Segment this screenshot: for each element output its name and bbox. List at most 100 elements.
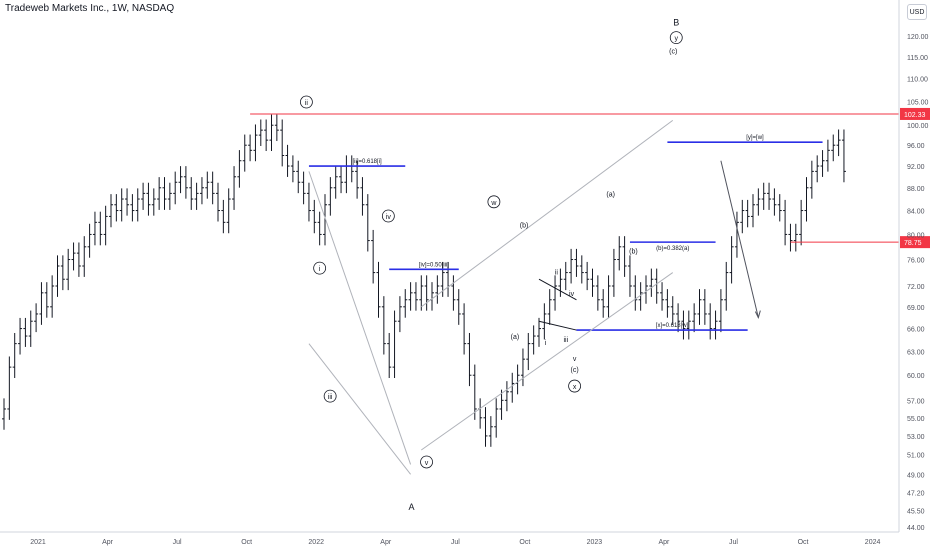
- y-tick-label: 92.00: [907, 164, 925, 171]
- y-tick-label: 76.00: [907, 258, 925, 265]
- ohlc-bar: [820, 150, 825, 177]
- wave-w-label: w: [490, 200, 497, 207]
- ohlc-bar: [226, 188, 231, 234]
- wave-w-circle: [487, 195, 501, 209]
- ohlc-bar: [381, 296, 386, 355]
- ohlc-bar: [579, 255, 584, 284]
- ohlc-bar: [98, 211, 103, 246]
- ohlc-bar: [483, 407, 488, 447]
- wave-b2-label: (b): [629, 249, 638, 256]
- ohlc-bar: [686, 310, 691, 340]
- ohlc-bar: [360, 177, 365, 216]
- x-tick-label: Apr: [102, 539, 114, 546]
- ohlc-bar: [537, 317, 541, 347]
- wave-siv-label: iv: [569, 291, 575, 298]
- ohlc-bar: [408, 282, 413, 311]
- x-tick-label: Jul: [451, 539, 460, 546]
- ohlc-bar: [189, 177, 194, 210]
- ohlc-bar: [467, 332, 472, 387]
- ohlc-bar: [825, 139, 830, 172]
- ohlc-bar: [585, 261, 590, 291]
- ohlc-bar: [28, 310, 33, 347]
- wave-sv-label: v: [573, 356, 577, 363]
- high-level-price-tag: [900, 107, 930, 120]
- ohlc-bar: [569, 248, 574, 284]
- ohlc-bar: [392, 310, 397, 379]
- ohlc-bar: [622, 236, 627, 277]
- ohlc-bar: [141, 182, 146, 210]
- wave-ii-circle: [299, 95, 313, 109]
- ohlc-bar: [606, 275, 611, 318]
- ohlc-bar: [162, 177, 167, 210]
- ohlc-bar: [697, 289, 702, 325]
- ohlc-bar: [221, 199, 226, 234]
- ohlc-bar: [831, 134, 836, 162]
- ohlc-bar: [135, 188, 140, 222]
- ohlc-bar: [520, 348, 525, 387]
- ohlc-bar: [146, 182, 151, 216]
- ohlc-bar: [681, 310, 686, 340]
- wave-iv-label: iv: [386, 214, 392, 221]
- ohlc-bar: [280, 119, 285, 167]
- x-tick-label: Oct: [798, 539, 809, 546]
- ohlc-bar: [424, 275, 429, 311]
- ohlc-bar: [365, 194, 370, 252]
- ohlc-bar: [114, 194, 119, 222]
- ohlc-bar: [692, 303, 697, 333]
- ohlc-bar: [167, 182, 172, 210]
- y-tick-label: 100.00: [907, 123, 929, 130]
- y-tick-label: 110.00: [907, 77, 928, 84]
- wave-iii-label: iii: [328, 394, 333, 401]
- mid-level-price-label: 78.75: [904, 240, 922, 247]
- high-level-price-label: 102.33: [904, 112, 926, 119]
- upper-channel-line: [421, 119, 674, 308]
- y-tick-label: 57.00: [907, 398, 925, 405]
- wave-B-label: B: [673, 18, 679, 28]
- ohlc-bar: [285, 144, 290, 177]
- ohlc-bar: [183, 166, 188, 199]
- ohlc-bar: [638, 282, 643, 311]
- ohlc-bar: [328, 177, 333, 216]
- wave-v-label: v: [425, 460, 429, 467]
- ohlc-bar: [494, 398, 499, 438]
- ohlc-bar: [12, 332, 17, 379]
- ohlc-bar: [413, 282, 418, 311]
- ohlc-bar: [665, 289, 670, 318]
- ohlc-bar: [462, 303, 467, 355]
- y-tick-label: 72.00: [907, 284, 925, 291]
- ohlc-bar: [488, 416, 493, 447]
- wave-x-label: x: [573, 384, 577, 391]
- projection-arrow-line: [720, 160, 759, 318]
- ohlc-bar: [403, 289, 408, 318]
- ohlc-bar: [232, 166, 237, 210]
- ohlc-bar: [734, 211, 739, 258]
- ohlc-bar: [397, 296, 402, 333]
- ohlc-bar: [767, 182, 772, 210]
- ohlc-bar: [751, 194, 755, 228]
- wave-iv-circle: [381, 209, 395, 223]
- y-tick-label: 66.00: [907, 327, 925, 334]
- wave-sii-label: ii: [555, 270, 559, 277]
- wave-b_sub-label: (b): [520, 222, 529, 229]
- x-tick-label: Apr: [658, 539, 670, 546]
- x-tick-label: Oct: [241, 539, 252, 546]
- ohlc-bar: [419, 275, 424, 311]
- y-tick-label: 44.00: [907, 525, 925, 532]
- x-tick-label: 2023: [587, 539, 603, 546]
- ohlc-bar: [809, 160, 814, 199]
- ohlc-bar: [761, 182, 766, 210]
- ohlc-bar: [34, 303, 39, 333]
- ohlc-bar: [660, 282, 665, 311]
- ohlc-bar: [815, 155, 820, 183]
- ohlc-bar: [7, 356, 12, 420]
- currency-button[interactable]: USD: [907, 4, 927, 20]
- ohlc-bar: [670, 296, 675, 325]
- ohlc-bar: [269, 114, 274, 152]
- ohlc-bar: [333, 166, 338, 199]
- wave-c_sub-label: (c): [571, 367, 579, 374]
- ohlc-bar: [312, 199, 317, 234]
- wave-y-label: y: [675, 36, 679, 43]
- triangle-lower-line: [538, 320, 577, 331]
